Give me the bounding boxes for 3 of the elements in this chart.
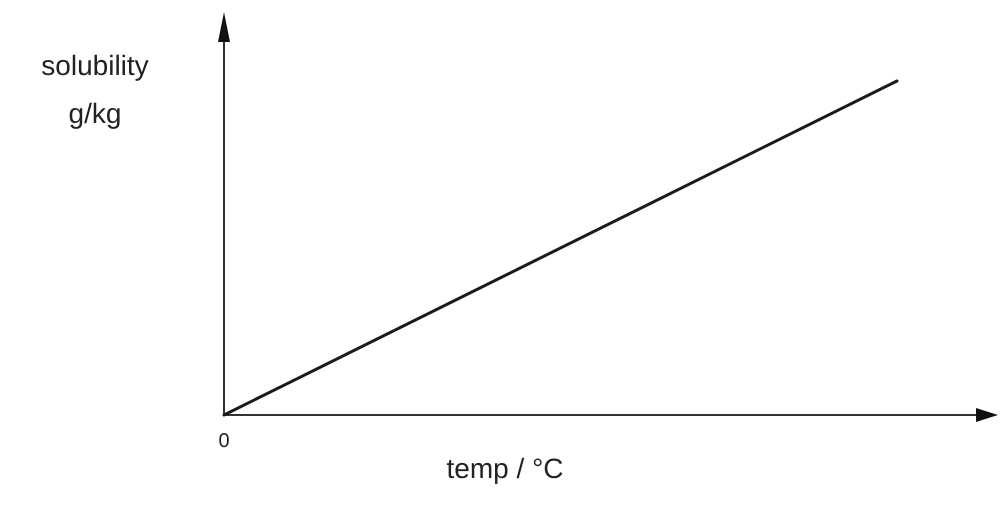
x-axis-title: temp / °C xyxy=(446,453,564,484)
text: 0 xyxy=(218,430,230,452)
y-axis-title: solubility g/kg xyxy=(41,50,149,129)
